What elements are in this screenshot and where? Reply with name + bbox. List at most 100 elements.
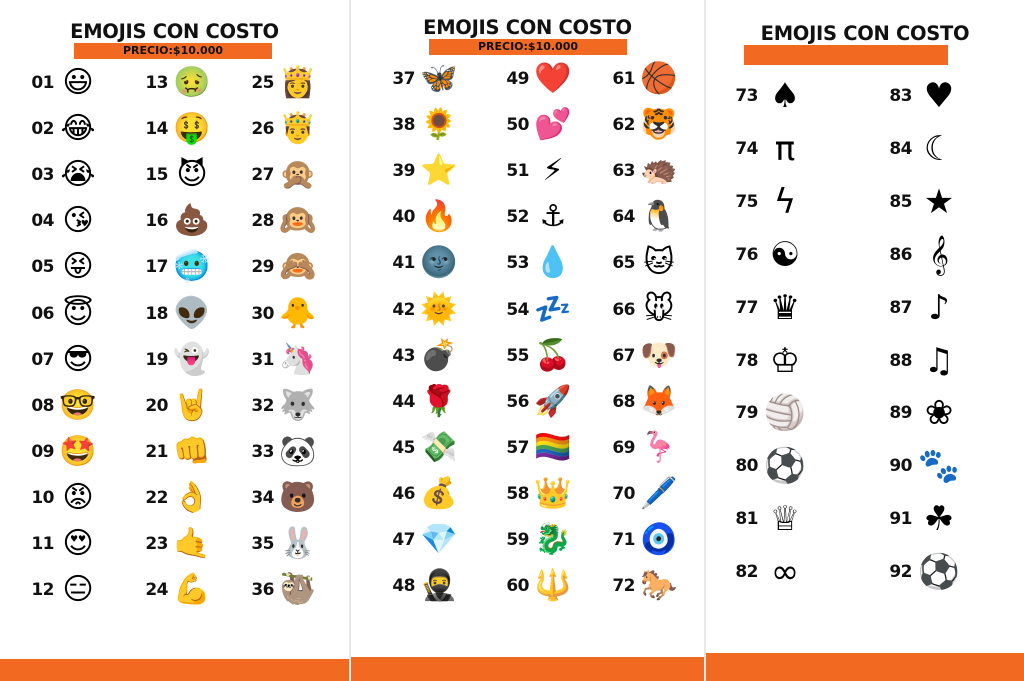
emoji-item: 41 🌚 <box>385 243 458 283</box>
emoji-glyph-icon: 😇 <box>62 295 94 331</box>
emoji-item: 40 🔥 <box>385 197 458 237</box>
item-number: 73 <box>735 86 758 106</box>
emoji-glyph-icon: 🌞 <box>420 291 458 327</box>
item-number: 55 <box>506 345 529 366</box>
catalog-page-2: EMOJIS CON COSTO PRECIO:$10.000 37 🦋 38 🌻 39… <box>351 0 704 681</box>
emoji-glyph-icon: ♛ <box>769 287 801 328</box>
emoji-glyph-icon: 🐶 <box>640 337 678 373</box>
emoji-item: 61 🏀 <box>605 59 678 99</box>
emoji-glyph-icon: 💸 <box>420 429 458 465</box>
emoji-glyph-icon: 🚀 <box>534 383 572 419</box>
emoji-item: 72 🐎 <box>605 566 678 606</box>
emoji-glyph-icon: 🤓 <box>59 387 97 423</box>
emoji-glyph-icon: 🤘 <box>173 387 211 423</box>
item-number: 83 <box>889 86 912 106</box>
item-number: 84 <box>889 138 912 159</box>
emoji-item: 49 ❤️ <box>499 59 572 99</box>
emoji-item: 09 🤩 <box>24 432 97 472</box>
emoji-item: 15 😈 <box>138 155 211 195</box>
item-number: 14 <box>145 119 168 140</box>
item-number: 91 <box>889 509 912 530</box>
emoji-item: 48 🥷 <box>385 566 458 606</box>
item-number: 51 <box>506 161 529 182</box>
page-title: EMOJIS CON COSTO <box>423 16 632 39</box>
emoji-glyph-icon: 😡 <box>62 479 94 515</box>
emoji-glyph-icon: 🔥 <box>420 199 458 235</box>
item-number: 49 <box>506 69 529 89</box>
emoji-item: 35 🐰 <box>244 524 317 564</box>
emoji-glyph-icon: 🐺 <box>279 387 317 423</box>
item-number: 30 <box>251 303 274 324</box>
emoji-item: 16 💩 <box>138 201 211 241</box>
emoji-glyph-icon: π <box>774 128 796 169</box>
emoji-glyph-icon: 🐭 <box>643 291 675 327</box>
emoji-item: 92 ⚽ <box>882 552 961 592</box>
emoji-item: 68 🦊 <box>605 382 678 422</box>
emoji-item: 60 🔱 <box>499 566 572 606</box>
emoji-glyph-icon: 💰 <box>420 475 458 511</box>
emoji-glyph-icon: 🦥 <box>279 572 317 608</box>
emoji-item: 07 😎 <box>24 340 97 380</box>
emoji-glyph-icon: 🦋 <box>420 61 458 96</box>
emoji-item: 26 🤴 <box>244 109 317 149</box>
item-number: 45 <box>392 437 415 458</box>
emoji-item: 66 🐭 <box>605 290 678 330</box>
emoji-glyph-icon: 😂 <box>60 111 96 147</box>
item-number: 29 <box>251 257 274 278</box>
item-number: 82 <box>735 562 758 583</box>
item-number: 74 <box>735 138 758 159</box>
emoji-glyph-icon: ⚡ <box>542 153 564 189</box>
item-number: 85 <box>889 191 912 212</box>
emoji-item: 03 😭 <box>24 155 97 195</box>
emoji-glyph-icon: 🌹 <box>420 383 458 419</box>
item-number: 35 <box>251 534 274 554</box>
item-number: 88 <box>889 350 912 371</box>
item-number: 40 <box>392 207 415 228</box>
emoji-glyph-icon: 😎 <box>62 341 94 377</box>
item-number: 62 <box>612 115 635 136</box>
item-number: 75 <box>735 191 758 212</box>
item-number: 03 <box>31 165 54 186</box>
emoji-item: 50 💕 <box>499 105 572 145</box>
emoji-item: 10 😡 <box>24 478 97 518</box>
emoji-item: 38 🌻 <box>385 105 458 145</box>
emoji-glyph-icon: 🥷 <box>420 568 458 604</box>
item-number: 53 <box>506 253 529 274</box>
emoji-item: 80 ⚽ <box>728 446 807 486</box>
item-number: 65 <box>612 253 635 274</box>
emoji-item: 12 😑 <box>24 570 97 610</box>
item-number: 13 <box>145 73 168 93</box>
emoji-item: 32 🐺 <box>244 386 317 426</box>
item-number: 56 <box>506 391 529 412</box>
emoji-item: 37 🦋 <box>385 59 458 99</box>
emoji-item: 76 ☯ <box>728 235 807 275</box>
emoji-item: 06 😇 <box>24 294 97 334</box>
emoji-glyph-icon: 🦄 <box>279 341 317 377</box>
item-number: 58 <box>506 483 529 504</box>
item-number: 57 <box>506 437 529 458</box>
emoji-glyph-icon: ⚽ <box>763 446 807 487</box>
emoji-glyph-icon: ★ <box>923 181 955 222</box>
emoji-glyph-icon: 🏐 <box>763 393 807 434</box>
emoji-glyph-icon: 💎 <box>420 522 458 557</box>
emoji-item: 18 👽 <box>138 294 211 334</box>
item-number: 89 <box>889 403 912 424</box>
emoji-glyph-icon: ♪ <box>928 287 950 328</box>
item-number: 47 <box>392 530 415 550</box>
item-number: 39 <box>392 161 415 182</box>
emoji-glyph-icon: 🤢 <box>173 65 211 100</box>
emoji-item: 91 ☘ <box>882 499 961 539</box>
emoji-glyph-icon: 𝄞 <box>928 234 950 275</box>
item-number: 61 <box>612 69 635 89</box>
emoji-glyph-icon: 🐻 <box>279 479 317 515</box>
emoji-glyph-icon: 💕 <box>534 107 572 143</box>
emoji-item: 45 💸 <box>385 428 458 468</box>
emoji-glyph-icon: ♠ <box>769 76 801 116</box>
item-number: 67 <box>612 345 635 366</box>
item-number: 08 <box>31 395 54 416</box>
emoji-glyph-icon: 🐼 <box>279 433 317 469</box>
footer-bar <box>351 657 704 681</box>
emoji-glyph-icon: ♫ <box>923 340 955 381</box>
item-number: 71 <box>612 530 635 550</box>
emoji-item: 13 🤢 <box>138 63 211 103</box>
